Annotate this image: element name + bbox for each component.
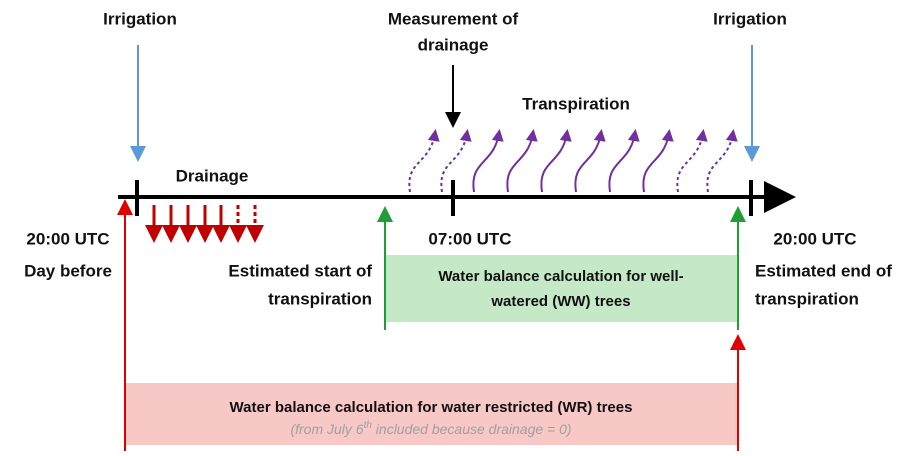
drainage-arrows — [145, 205, 264, 243]
label: Irrigation — [713, 9, 787, 28]
label: 07:00 UTC — [428, 229, 511, 248]
label: transpiration — [755, 289, 859, 308]
label: Estimated start of — [228, 261, 372, 280]
transpiration-arrows — [408, 129, 738, 193]
label: 20:00 UTC — [773, 229, 856, 248]
label: transpiration — [268, 289, 372, 308]
label: Estimated end of — [755, 261, 892, 280]
box-text: Water balance calculation for well- — [438, 268, 683, 285]
label: drainage — [418, 35, 489, 54]
label: Measurement of — [388, 9, 519, 28]
box-text: watered (WW) trees — [490, 293, 630, 310]
label: Irrigation — [103, 9, 177, 28]
label: Day before — [24, 261, 112, 280]
note-superscript: th — [364, 420, 373, 431]
box-note: (from July 6th included because drainage… — [290, 420, 571, 437]
box-text: Water balance calculation for water rest… — [230, 399, 633, 416]
note-text: (from July 6 — [290, 421, 363, 437]
wr-box — [125, 383, 738, 445]
note-text: included because drainage = 0) — [372, 421, 572, 437]
label: 20:00 UTC — [26, 229, 109, 248]
label: Drainage — [176, 166, 249, 185]
label: Transpiration — [522, 94, 630, 113]
ww-box — [385, 255, 738, 322]
